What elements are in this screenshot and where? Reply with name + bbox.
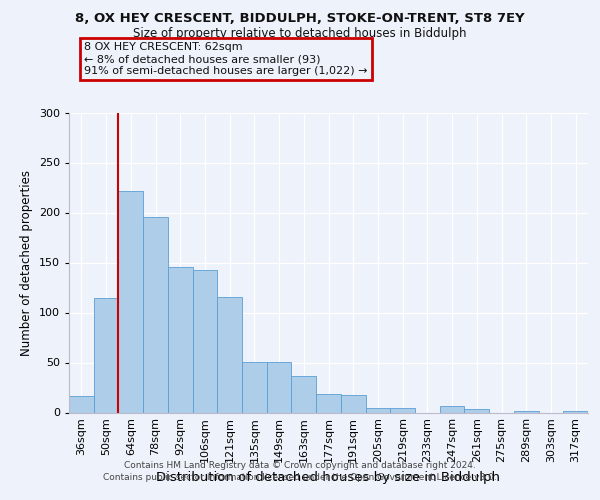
Bar xyxy=(316,394,341,412)
Bar xyxy=(440,406,464,412)
Bar xyxy=(514,410,539,412)
Y-axis label: Number of detached properties: Number of detached properties xyxy=(20,170,33,356)
Text: Contains HM Land Registry data © Crown copyright and database right 2024.
Contai: Contains HM Land Registry data © Crown c… xyxy=(103,461,497,482)
Bar xyxy=(94,298,118,412)
X-axis label: Distribution of detached houses by size in Biddulph: Distribution of detached houses by size … xyxy=(157,471,500,484)
Bar xyxy=(193,270,217,412)
Bar xyxy=(390,408,415,412)
Bar xyxy=(365,408,390,412)
Bar xyxy=(563,410,588,412)
Text: 8, OX HEY CRESCENT, BIDDULPH, STOKE-ON-TRENT, ST8 7EY: 8, OX HEY CRESCENT, BIDDULPH, STOKE-ON-T… xyxy=(75,12,525,26)
Bar xyxy=(69,396,94,412)
Text: Size of property relative to detached houses in Biddulph: Size of property relative to detached ho… xyxy=(133,28,467,40)
Bar xyxy=(341,394,365,412)
Bar xyxy=(118,190,143,412)
Bar xyxy=(217,296,242,412)
Bar xyxy=(292,376,316,412)
Bar xyxy=(267,362,292,412)
Bar xyxy=(464,408,489,412)
Bar xyxy=(143,216,168,412)
Bar xyxy=(168,266,193,412)
Text: 8 OX HEY CRESCENT: 62sqm
← 8% of detached houses are smaller (93)
91% of semi-de: 8 OX HEY CRESCENT: 62sqm ← 8% of detache… xyxy=(84,42,367,76)
Bar xyxy=(242,362,267,412)
